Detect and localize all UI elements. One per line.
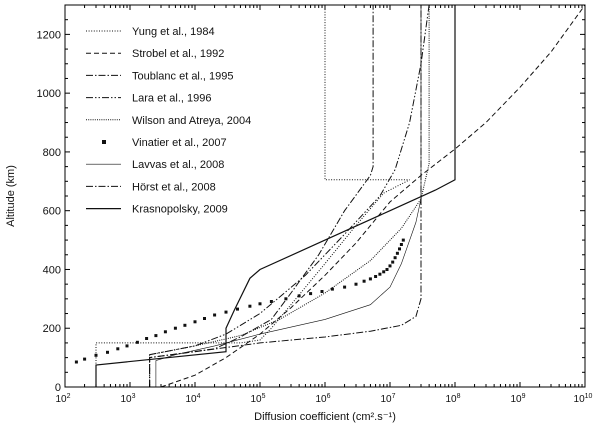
y-tick-label: 1200 bbox=[37, 29, 61, 41]
legend-label: Lara et al., 1996 bbox=[132, 93, 212, 105]
legend-label: Krasnopolsky, 2009 bbox=[132, 204, 228, 216]
x-tick-label: 103 bbox=[120, 393, 135, 405]
scatter-point bbox=[145, 337, 149, 340]
scatter-point bbox=[391, 260, 395, 264]
x-tick-label: 109 bbox=[510, 393, 525, 405]
x-tick-label: 105 bbox=[250, 393, 265, 405]
series-lines bbox=[95, 5, 585, 387]
scatter-point bbox=[395, 251, 399, 255]
y-tick-label: 600 bbox=[43, 206, 61, 218]
y-tick-label: 0 bbox=[55, 382, 61, 394]
series-line-toublanc-et-al-1995 bbox=[149, 5, 374, 387]
x-tick-label: 108 bbox=[445, 393, 460, 405]
legend-label: Hörst et al., 2008 bbox=[132, 181, 216, 193]
scatter-point bbox=[330, 287, 334, 291]
scatter-point bbox=[125, 344, 129, 348]
legend-label: Lavvas et al., 2008 bbox=[132, 159, 224, 171]
scatter-point bbox=[343, 285, 347, 289]
scatter-point bbox=[183, 323, 187, 327]
scatter-point bbox=[297, 294, 301, 298]
scatter-point bbox=[74, 360, 78, 364]
scatter-point bbox=[284, 297, 288, 301]
y-axis-ticks: 0 200 400 600 800 1000 1200 bbox=[37, 19, 585, 394]
scatter-point bbox=[354, 282, 358, 286]
scatter-point bbox=[378, 272, 382, 276]
x-tick-label: 106 bbox=[315, 393, 330, 405]
scatter-point bbox=[258, 302, 262, 306]
x-tick-label: 102 bbox=[55, 393, 70, 405]
x-tick-label: 104 bbox=[185, 393, 200, 405]
y-axis-label: Altitude (km) bbox=[5, 165, 17, 227]
x-tick-label: 1010 bbox=[574, 393, 593, 405]
scatter-point bbox=[173, 326, 177, 330]
scatter-point bbox=[248, 304, 252, 308]
scatter-point bbox=[388, 264, 392, 268]
legend-label: Vinatier et al., 2007 bbox=[132, 137, 227, 149]
series-line-h-rst-et-al-2008 bbox=[149, 5, 422, 387]
legend: Yung et al., 1984 Strobel et al., 1992 Tou… bbox=[78, 18, 286, 222]
scatter-point bbox=[203, 317, 206, 320]
scatter-point bbox=[106, 350, 109, 354]
scatter-point bbox=[368, 277, 372, 281]
x-axis-ticks: 102 103 104 105 106 107 108 109 1010 bbox=[55, 5, 593, 405]
series-line-lavvas-et-al-2008 bbox=[155, 5, 422, 387]
legend-swatch bbox=[102, 140, 106, 144]
scatter-point bbox=[374, 275, 378, 278]
scatter-point bbox=[320, 290, 324, 293]
scatter-points bbox=[74, 238, 405, 364]
y-tick-label: 1000 bbox=[37, 88, 61, 100]
scatter-point bbox=[385, 268, 389, 271]
legend-label: Wilson and Atreya, 2004 bbox=[132, 115, 251, 127]
scatter-point bbox=[224, 310, 228, 314]
scatter-point bbox=[399, 243, 403, 246]
series-line-strobel-et-al-1992 bbox=[160, 5, 585, 387]
scatter-point bbox=[213, 313, 217, 317]
legend-label: Strobel et al., 1992 bbox=[132, 48, 224, 60]
scatter-point bbox=[193, 320, 197, 324]
plot-area bbox=[74, 5, 585, 387]
scatter-point bbox=[94, 353, 98, 357]
scatter-point bbox=[393, 256, 397, 260]
series-line-krasnopolsky-2009 bbox=[95, 5, 456, 387]
scatter-point bbox=[83, 357, 87, 361]
scatter-point bbox=[398, 247, 401, 251]
scatter-point bbox=[163, 330, 167, 334]
series-line-wilson-and-atreya-2004 bbox=[149, 5, 430, 387]
scatter-point bbox=[362, 279, 366, 283]
scatter-point bbox=[236, 307, 239, 311]
legend-label: Toublanc et al., 1995 bbox=[132, 70, 234, 82]
legend-label: Yung et al., 1984 bbox=[132, 26, 215, 38]
x-axis-label: Diffusion coefficient (cm².s⁻¹) bbox=[254, 411, 396, 423]
scatter-point bbox=[135, 340, 139, 344]
scatter-point bbox=[269, 300, 273, 303]
y-tick-label: 800 bbox=[43, 147, 61, 159]
scatter-point bbox=[382, 270, 386, 274]
y-tick-label: 400 bbox=[43, 264, 61, 276]
scatter-point bbox=[401, 238, 405, 242]
y-tick-label: 200 bbox=[43, 323, 61, 335]
scatter-point bbox=[116, 347, 120, 351]
x-tick-label: 107 bbox=[380, 393, 395, 405]
scatter-point bbox=[309, 292, 313, 296]
scatter-point bbox=[154, 334, 158, 338]
